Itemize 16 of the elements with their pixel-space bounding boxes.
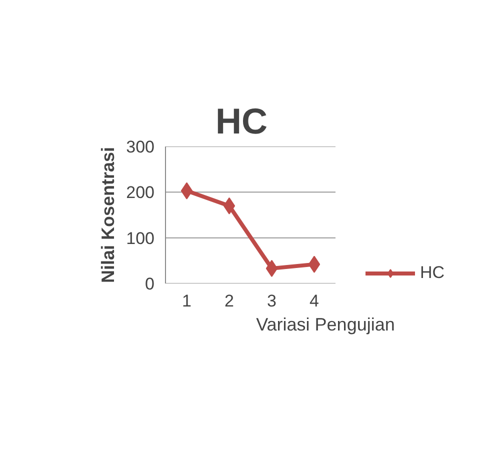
y-tick-label: 300 <box>126 138 155 156</box>
point <box>223 197 236 214</box>
y-tick-label: 200 <box>126 183 155 202</box>
x-tick-label: 1 <box>182 292 192 310</box>
y-tick-label: 100 <box>126 228 155 248</box>
point <box>180 182 193 200</box>
x-tick-label: 4 <box>310 292 319 310</box>
x-tick-label: 3 <box>267 292 276 310</box>
x-axis-title: Variasi Pengujian <box>256 314 395 334</box>
chart-title: HC <box>216 100 268 142</box>
y-tick-label: 0 <box>145 274 155 294</box>
y-axis-title: Nilai Kosentrasi <box>98 146 118 284</box>
legend-label: HC <box>420 263 445 283</box>
point <box>266 260 278 277</box>
point <box>308 256 320 273</box>
x-tick-label: 2 <box>224 292 234 310</box>
